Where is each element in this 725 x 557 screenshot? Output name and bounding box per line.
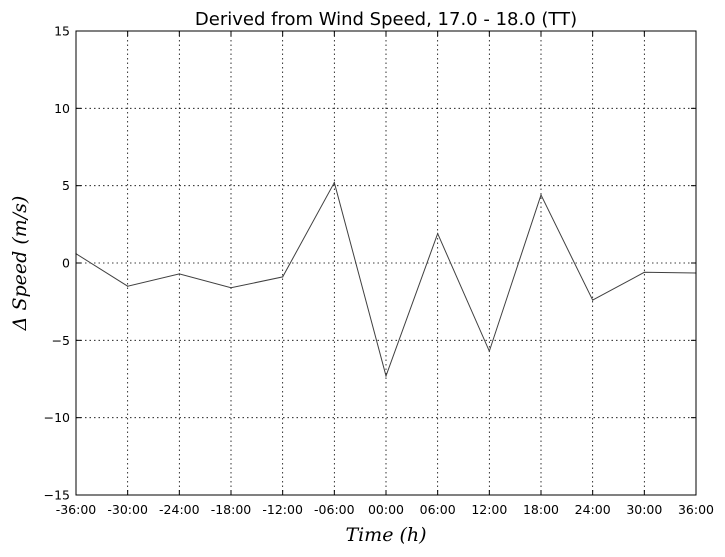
x-tick-label: 36:00 xyxy=(678,502,714,517)
data-point xyxy=(488,350,490,352)
data-point xyxy=(230,287,232,289)
chart-title: Derived from Wind Speed, 17.0 - 18.0 (TT… xyxy=(195,9,577,30)
x-axis-label: Time (h) xyxy=(345,524,426,546)
data-point xyxy=(540,194,542,196)
y-tick-label: 0 xyxy=(62,256,70,271)
ticks xyxy=(75,30,697,496)
y-tick-labels: −15 −10 −5 0 5 10 15 xyxy=(44,24,70,503)
y-tick-label: 10 xyxy=(54,101,70,116)
x-tick-label: 30:00 xyxy=(626,502,662,517)
y-tick-label: 15 xyxy=(54,24,70,39)
data-point xyxy=(333,181,335,184)
series-layer xyxy=(75,181,697,378)
data-point xyxy=(592,299,594,301)
y-tick-label: −5 xyxy=(52,333,70,348)
grid xyxy=(75,30,697,496)
data-point xyxy=(643,271,645,273)
data-point xyxy=(437,233,439,235)
x-tick-labels: -36:00 -30:00 -24:00 -18:00 -12:00 -06:00 00:0… xyxy=(56,502,714,517)
x-tick-label: -24:00 xyxy=(159,502,200,517)
x-tick-label: 18:00 xyxy=(523,502,559,517)
data-point xyxy=(385,375,387,377)
x-tick-label: -06:00 xyxy=(314,502,355,517)
x-tick-label: 06:00 xyxy=(420,502,456,517)
x-tick-label: 12:00 xyxy=(471,502,507,517)
data-point xyxy=(127,285,129,287)
x-tick-label: -30:00 xyxy=(107,502,148,517)
y-tick-label: 5 xyxy=(62,178,70,193)
x-tick-label: -12:00 xyxy=(262,502,303,517)
x-tick-label: 00:00 xyxy=(368,502,404,517)
y-axis-label: Δ Speed (m/s) xyxy=(9,196,31,332)
data-point xyxy=(282,276,284,278)
y-tick-label: −10 xyxy=(44,410,70,425)
x-tick-label: -36:00 xyxy=(56,502,97,517)
y-tick-label: −15 xyxy=(44,488,70,503)
data-point xyxy=(178,273,180,275)
x-tick-label: -18:00 xyxy=(211,502,252,517)
x-tick-label: 24:00 xyxy=(575,502,611,517)
